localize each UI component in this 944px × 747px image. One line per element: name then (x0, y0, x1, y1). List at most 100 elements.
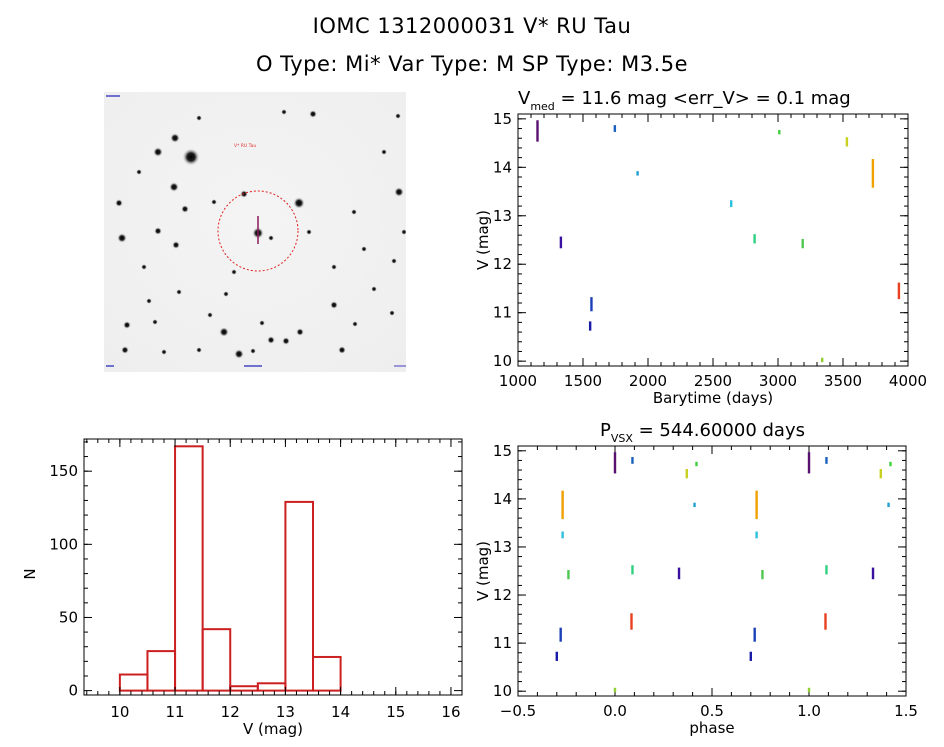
y-tick-label: 13 (493, 538, 512, 556)
data-point (755, 490, 758, 520)
data-point (807, 452, 811, 474)
y-tick-label: 50 (59, 608, 78, 626)
y-tick-label: 10 (493, 682, 512, 700)
corner-marker-bc (244, 365, 262, 367)
x-tick-label: 13 (276, 703, 295, 721)
star (176, 289, 182, 295)
data-point (889, 461, 892, 467)
star (219, 327, 229, 337)
histogram-bar (256, 682, 287, 692)
data-point (807, 687, 811, 693)
star (231, 269, 237, 275)
star (121, 346, 129, 354)
data-point (561, 531, 564, 539)
star (146, 298, 152, 304)
x-tick-label: 0.0 (603, 702, 627, 720)
y-tick-label: 11 (493, 634, 512, 652)
sky-image: V* RU Tau (104, 92, 406, 372)
star (371, 286, 377, 292)
histogram-bar (312, 655, 342, 692)
x-tick-label: 10 (110, 703, 129, 721)
star-field (115, 109, 406, 359)
star (123, 321, 131, 329)
data-point (753, 627, 756, 642)
histogram-chart: 10 11 12 13 14 15 16 0 50 100 150 V (mag) N (21, 438, 463, 738)
y-axis-label: V (mag) (474, 541, 492, 601)
data-point (613, 687, 617, 693)
x-tick-label: 4000 (889, 372, 927, 390)
star (152, 319, 158, 325)
target-label: V* RU Tau (234, 143, 256, 149)
x-axis-label: phase (689, 719, 734, 737)
y-tick-label: 0 (68, 682, 78, 700)
data-point (749, 651, 752, 661)
data-point (588, 321, 592, 331)
star (234, 349, 244, 359)
phase-chart: PVSX = 544.60000 days −0.5 0.0 0.5 1.0 1.5 10… (474, 420, 918, 737)
data-point (825, 565, 828, 575)
y-tick-label: 100 (49, 535, 78, 553)
x-tick-label: 3000 (759, 372, 797, 390)
star (391, 258, 397, 264)
data-point (753, 234, 756, 244)
data-point (693, 502, 696, 508)
data-point (897, 282, 901, 300)
data-point (821, 357, 824, 363)
data-point (871, 159, 875, 188)
y-tick-label: 11 (493, 304, 512, 322)
x-tick-label: 0.5 (700, 702, 724, 720)
x-axis-label: Barytime (days) (653, 389, 773, 407)
y-tick-label: 150 (49, 462, 78, 480)
corner-marker-tl (106, 95, 120, 97)
lc-title: Vmed = 11.6 mag <err_V> = 0.1 mag (518, 88, 851, 113)
data-point (613, 125, 617, 132)
data-point (695, 461, 698, 467)
star (331, 264, 337, 270)
star (259, 320, 265, 326)
x-axis-label: V (mag) (243, 720, 303, 738)
data-point (825, 457, 828, 464)
data-point (567, 570, 570, 580)
x-tick-label: 15 (386, 703, 405, 721)
x-tick-label: 16 (441, 703, 460, 721)
y-tick-label: 13 (493, 207, 512, 225)
histogram-bar (201, 628, 232, 692)
star (309, 110, 317, 118)
star (196, 115, 202, 121)
figure-title: IOMC 1312000031 V* RU Tau (312, 14, 632, 38)
data-point (871, 567, 875, 580)
star (223, 291, 229, 297)
data-point (879, 469, 882, 479)
data-point (887, 502, 890, 508)
y-tick-label: 12 (493, 586, 512, 604)
star (296, 328, 304, 336)
target-circle (217, 190, 299, 272)
y-tick-label: 15 (493, 110, 512, 128)
star (196, 347, 202, 353)
y-tick-label: 14 (493, 490, 512, 508)
star (172, 241, 180, 249)
star (293, 197, 305, 209)
histogram-bar (146, 650, 177, 692)
data-point (845, 137, 849, 147)
y-axis-label: N (21, 568, 39, 579)
star (182, 148, 200, 166)
y-tick-label: 14 (493, 158, 512, 176)
data-point (677, 567, 681, 580)
phase-title: PVSX = 544.60000 days (600, 420, 805, 445)
x-tick-label: 1.5 (894, 702, 918, 720)
x-tick-label: 1.0 (797, 702, 821, 720)
star (330, 301, 338, 309)
data-point (755, 531, 758, 539)
plot-frame (83, 438, 463, 696)
star (401, 229, 406, 235)
figure-subtitle: O Type: Mi* Var Type: M SP Type: M3.5e (255, 52, 689, 76)
star (153, 147, 163, 157)
star (170, 133, 180, 143)
star (117, 233, 127, 243)
y-tick-label: 12 (493, 255, 512, 273)
histogram-bar (118, 673, 149, 692)
data-point (685, 469, 688, 479)
star (181, 205, 189, 213)
star (207, 312, 213, 318)
